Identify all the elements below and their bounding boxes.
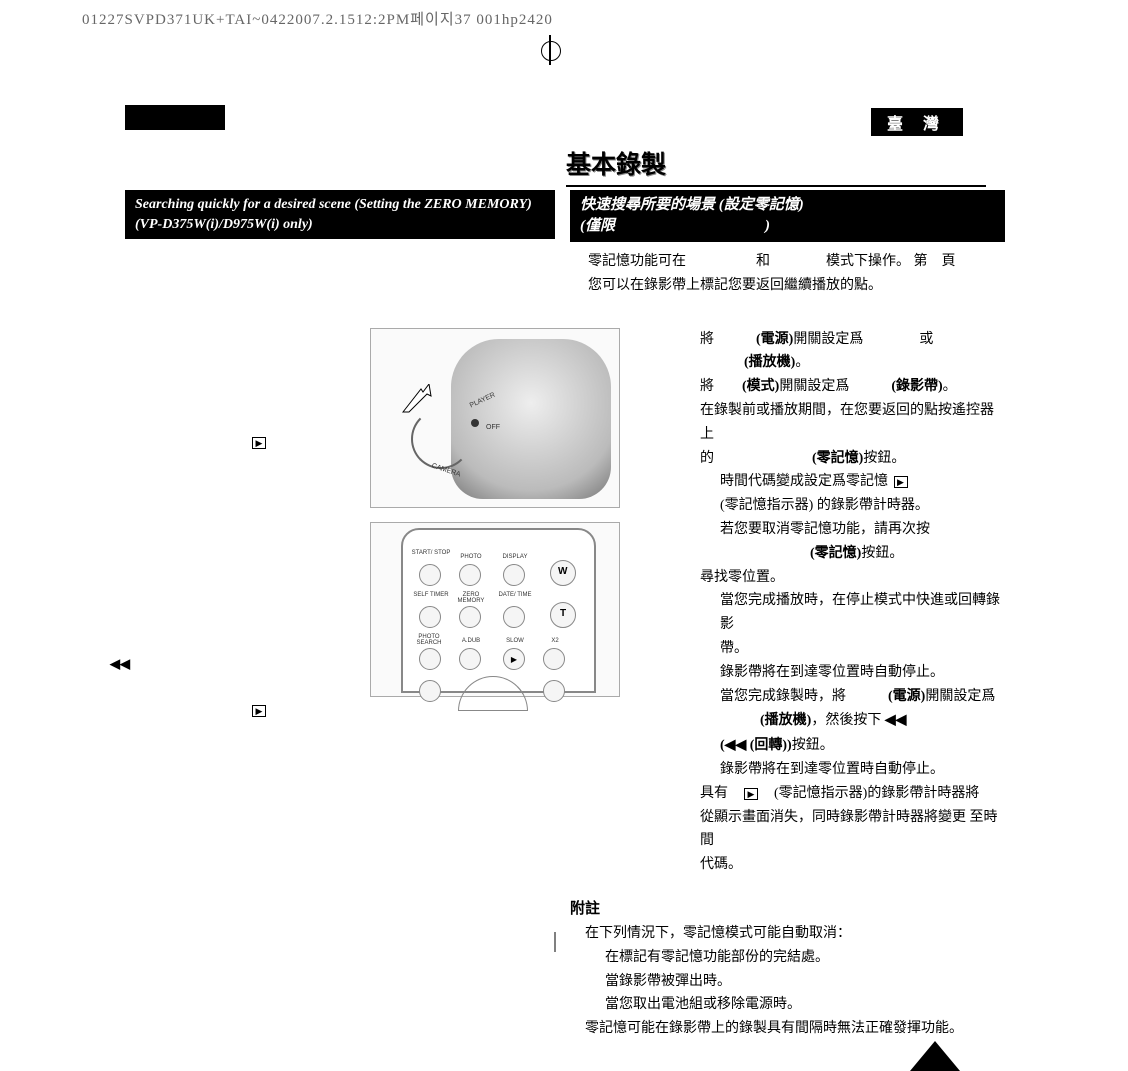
steps: 將 (電源)開關設定爲 或 (播放機)。 將 (模式)開關設定爲 (錄影帶)。 … [570, 306, 1005, 877]
step-4: 尋找零位置。 當您完成播放時，在停止模式中快進或回轉錄影 帶。 錄影帶將在到達零… [700, 566, 1005, 782]
step-5: 具有 ▶ (零記憶指示器)的錄影帶計時器將 從顯示畫面消失，同時錄影帶計時器將變… [700, 782, 1005, 877]
left-column: Searching quickly for a desired scene (S… [125, 190, 555, 239]
rewind-icon: ◀◀ [885, 711, 907, 727]
page-frame: 臺 灣 基本錄製 Searching quickly for a desired… [110, 90, 1018, 904]
play-symbol-1: ▶ [250, 434, 268, 449]
left-black-block [125, 105, 225, 130]
notes: 附註 在下列情況下，零記憶模式可能自動取消： 在標記有零記憶功能部份的完結處。 … [570, 897, 1005, 1041]
page-corner-triangle [910, 1041, 960, 1071]
main-title: 基本錄製 [566, 145, 986, 187]
rewind-symbol: ◀◀ [110, 656, 130, 672]
notes-title: 附註 [570, 897, 1005, 918]
right-column: 快速搜尋所要的場景 (設定零記憶) (僅限 ) 零記憶功能可在 和 模式下操作。… [570, 190, 1005, 1041]
right-section-header: 快速搜尋所要的場景 (設定零記憶) (僅限 ) [570, 190, 1005, 242]
step-3: 在錄製前或播放期間，在您要返回的點按遙控器上 的 (零記憶)按鈕。 時間代碼變成… [700, 399, 1005, 566]
play-icon: ▶ [744, 788, 758, 800]
intro-text: 零記憶功能可在 和 模式下操作。 第 頁 您可以在錄影帶上標記您要返回繼續播放的… [570, 242, 1005, 306]
play-symbol-2: ▶ [250, 702, 268, 717]
print-header: 01227SVPD371UK+TAI~0422007.2.1512:2PM페이지… [82, 8, 553, 29]
crop-mark-bottom [545, 932, 565, 952]
play-icon: ▶ [894, 476, 908, 488]
step-1: 將 (電源)開關設定爲 或 [700, 328, 1005, 352]
region-tag: 臺 灣 [871, 108, 963, 136]
crop-mark-top [540, 40, 560, 60]
left-section-header: Searching quickly for a desired scene (S… [125, 190, 555, 239]
step-2: 將 (模式)開關設定爲 (錄影帶)。 [700, 375, 1005, 399]
